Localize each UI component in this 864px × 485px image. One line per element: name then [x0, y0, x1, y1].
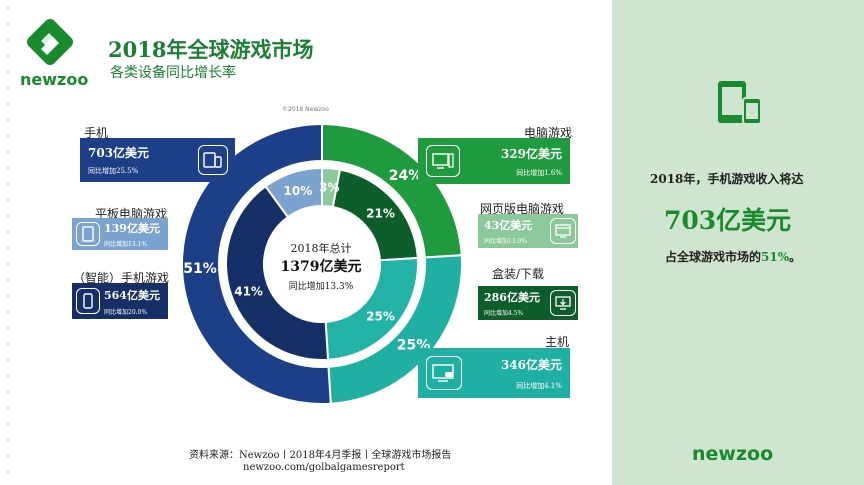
- summary-big-value: 703亿美元: [664, 206, 792, 235]
- browser-icon: [550, 218, 576, 244]
- phone-icon: [76, 288, 100, 314]
- inner-slice-label-2: 25%: [366, 310, 395, 324]
- category-label-smartphone: （智能）手机游戏: [73, 271, 170, 285]
- browser-pc-growth: 同比增加13.9%: [484, 238, 528, 245]
- tablet-growth: 同比增加13.1%: [104, 241, 148, 248]
- summary-line3-suffix: 。: [789, 250, 802, 264]
- category-label-pc: 电脑游戏: [524, 126, 573, 140]
- inner-slice-3: [225, 184, 330, 361]
- boxed-download-value: 286亿美元: [484, 291, 540, 304]
- summary-line3-prefix: 占全球游戏市场的: [665, 250, 762, 264]
- center-total-label: 2018年总计: [290, 242, 352, 255]
- donut-chart: 24%25%51%3%21%25%41%10%: [181, 122, 461, 405]
- pc-value: 329亿美元: [500, 146, 562, 161]
- category-box-console: 346亿美元 同比增加4.1%: [418, 348, 570, 398]
- summary-line3: 占全球游戏市场的51%。: [665, 248, 801, 265]
- newzoo-logo-icon: [26, 18, 74, 66]
- category-label-boxed-download: 盒装/下载: [492, 267, 545, 281]
- boxed-download-growth: 同比增加4.5%: [484, 310, 524, 317]
- phone-tablet-icon: [715, 78, 763, 126]
- category-box-browser-pc: 43亿美元 同比增加13.9%: [478, 214, 578, 248]
- desktop-icon: [426, 145, 460, 177]
- inner-slice-4: [264, 166, 323, 219]
- dot-pattern: [0, 0, 20, 485]
- console-value: 346亿美元: [500, 357, 562, 372]
- summary-share-highlight: 51%: [761, 250, 790, 264]
- phone-tablet-icon: [198, 145, 228, 175]
- inner-slice-label-1: 21%: [366, 206, 395, 220]
- smartphone-value: 564亿美元: [104, 288, 160, 302]
- category-label-browser-pc: 网页版电脑游戏: [480, 202, 565, 216]
- newzoo-logo-text: newzoo: [692, 443, 774, 465]
- smartphone-growth: 同比增加20.0%: [104, 308, 148, 316]
- browser-pc-value: 43亿美元: [484, 219, 533, 232]
- inner-slice-label-4: 10%: [284, 184, 313, 198]
- chart-center-summary: 2018年总计 1379亿美元 同比增加13.3%: [271, 240, 371, 292]
- mobile-growth: 同比增加25.5%: [88, 167, 139, 175]
- console-icon: [426, 356, 462, 390]
- center-total-value: 1379亿美元: [280, 259, 362, 275]
- tablet-icon: [76, 222, 100, 246]
- center-growth: 同比增加13.3%: [288, 282, 354, 292]
- source-citation: 资料来源：Newzoo丨2018年4月季报丨全球游戏市场报告: [189, 450, 452, 461]
- mobile-value: 703亿美元: [88, 146, 150, 160]
- category-box-mobile: 703亿美元 同比增加25.5%: [80, 138, 235, 182]
- summary-panel: 2018年，手机游戏收入将达 703亿美元 占全球游戏市场的51%。 newzo…: [612, 0, 864, 485]
- pc-growth: 同比增加1.6%: [516, 168, 562, 177]
- outer-slice-0: [321, 122, 461, 259]
- category-label-mobile: 手机: [84, 126, 109, 140]
- category-label-console: 主机: [545, 335, 570, 349]
- category-box-boxed-download: 286亿美元 同比增加4.5%: [478, 286, 578, 320]
- outer-slice-label-0: 24%: [389, 168, 423, 184]
- page-title: 2018年全球游戏市场: [108, 37, 314, 62]
- summary-line1: 2018年，手机游戏收入将达: [650, 172, 804, 186]
- page-subtitle: 各类设备同比增长率: [110, 65, 236, 81]
- infographic-panel: newzoo 2018年全球游戏市场 各类设备同比增长率 ©2018 Newzo…: [0, 0, 578, 485]
- copyright-text: ©2018 Newzoo: [282, 106, 329, 113]
- category-box-tablet: 139亿美元 同比增加13.1%: [72, 218, 168, 250]
- category-label-tablet: 平板电脑游戏: [95, 207, 168, 221]
- category-box-smartphone: 564亿美元 同比增加20.0%: [72, 283, 168, 319]
- inner-slice-label-0: 3%: [319, 180, 339, 194]
- tablet-value: 139亿美元: [104, 222, 160, 235]
- source-url: newzoo.com/golbalgamesreport: [243, 462, 405, 473]
- outer-slice-2: [181, 122, 332, 405]
- inner-slice-label-3: 41%: [234, 284, 263, 298]
- outer-slice-label-2: 51%: [183, 261, 217, 277]
- newzoo-logo-text: newzoo: [20, 70, 89, 89]
- download-icon: [550, 290, 576, 316]
- console-growth: 同比增加4.1%: [516, 381, 562, 390]
- category-box-pc: 329亿美元 同比增加1.6%: [418, 138, 570, 184]
